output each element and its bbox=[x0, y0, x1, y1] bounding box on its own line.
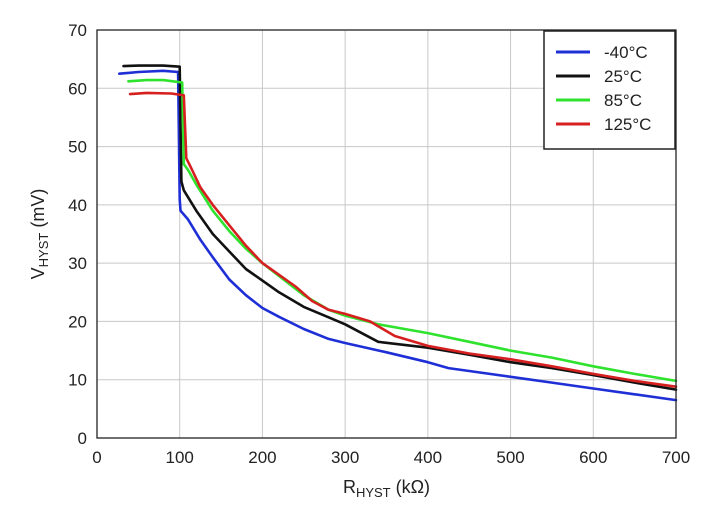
y-tick-label: 40 bbox=[68, 196, 87, 215]
series-line-0 bbox=[118, 69, 678, 402]
x-tick-label: 600 bbox=[579, 448, 607, 467]
x-tick-label: 500 bbox=[496, 448, 524, 467]
x-tick-label: 100 bbox=[166, 448, 194, 467]
tick-labels: 0 100 200 300 400 500 600 700 0 10 20 30 40 50 60 70 bbox=[68, 21, 690, 467]
y-tick-label: 60 bbox=[68, 79, 87, 98]
y-tick-label: 0 bbox=[78, 429, 87, 448]
y-tick-label: 70 bbox=[68, 21, 87, 40]
legend-label: 25°C bbox=[604, 67, 642, 86]
series-line-3 bbox=[128, 91, 678, 388]
x-axis-label: RHYST (kΩ) bbox=[343, 477, 430, 500]
legend-label: 125°C bbox=[604, 115, 651, 134]
x-tick-label: 0 bbox=[92, 448, 101, 467]
legend-label: 85°C bbox=[604, 91, 642, 110]
x-tick-label: 400 bbox=[414, 448, 442, 467]
x-tick-label: 300 bbox=[331, 448, 359, 467]
y-tick-label: 20 bbox=[68, 312, 87, 331]
x-tick-label: 200 bbox=[248, 448, 276, 467]
y-tick-label: 50 bbox=[68, 138, 87, 157]
legend-label: -40°C bbox=[604, 43, 648, 62]
y-tick-label: 10 bbox=[68, 371, 87, 390]
data-series bbox=[118, 64, 678, 402]
legend: -40°C 25°C 85°C 125°C bbox=[543, 30, 676, 150]
plot-frame bbox=[96, 29, 677, 439]
x-tick-label: 700 bbox=[662, 448, 690, 467]
y-axis-label: VHYST (mV) bbox=[28, 189, 51, 280]
series-line-1 bbox=[122, 64, 678, 391]
y-tick-label: 30 bbox=[68, 254, 87, 273]
